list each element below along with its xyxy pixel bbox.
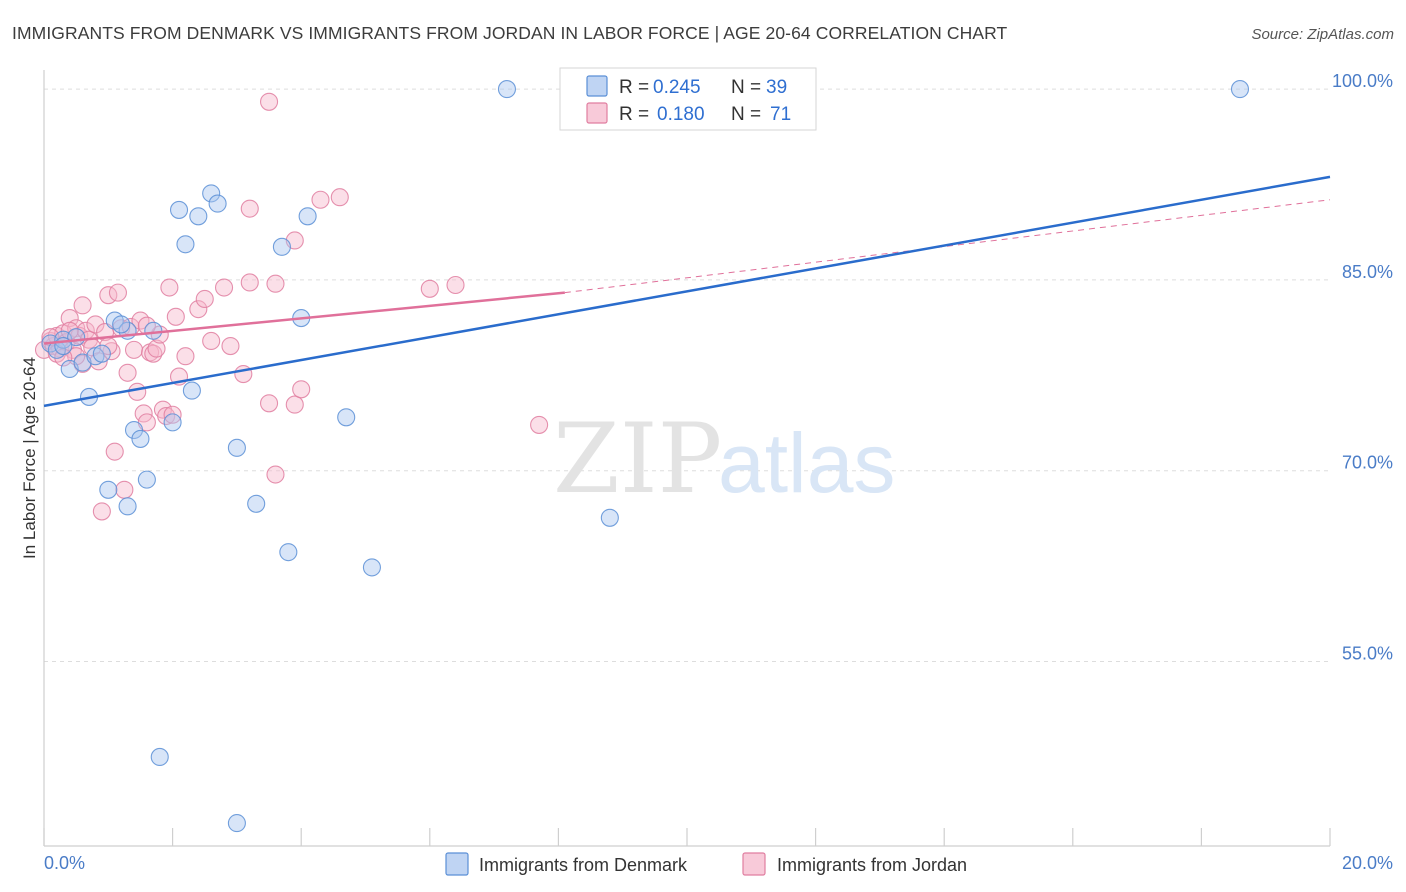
jordan-point (259, 394, 279, 413)
denmark-point (118, 497, 137, 516)
denmark-point (1230, 80, 1250, 99)
jordan-point (530, 415, 549, 434)
jordan-trend-line (43, 291, 565, 345)
series-legend-swatch-jordan (742, 852, 766, 876)
jordan-point (92, 502, 111, 521)
legend-r-value-jordan: 0.180 (657, 104, 705, 125)
legend-r-value-denmark: 0.245 (653, 77, 701, 98)
jordan-point (128, 382, 147, 401)
jordan-point (166, 307, 185, 326)
denmark-point (131, 429, 150, 448)
jordan-point (311, 190, 330, 209)
denmark-point (189, 207, 208, 226)
legend-r-label-jordan: R = (619, 104, 649, 125)
jordan-point (292, 380, 311, 399)
jordan-point (195, 289, 214, 309)
series-legend: Immigrants from Denmark Immigrants from … (445, 852, 967, 876)
denmark-point (227, 814, 246, 833)
x-tick-label-min: 0.0% (44, 853, 85, 873)
denmark-trend-line (43, 175, 1331, 408)
watermark-zip: ZIP (553, 403, 722, 515)
jordan-point (118, 363, 137, 382)
denmark-point (163, 413, 182, 432)
x-axis-ticks (43, 828, 1331, 846)
denmark-point (150, 747, 169, 767)
denmark-point (337, 408, 356, 427)
denmark-point (124, 420, 144, 440)
y-tick-label: 55.0% (1342, 644, 1393, 664)
jordan-point (144, 344, 163, 363)
denmark-point (362, 558, 381, 577)
denmark-point (600, 508, 619, 527)
jordan-point (160, 278, 179, 297)
jordan-point (266, 465, 285, 484)
y-tick-label: 85.0% (1342, 262, 1393, 282)
jordan-point (240, 199, 259, 218)
y-tick-labels: 55.0% 70.0% 85.0% 100.0% (1332, 71, 1393, 663)
denmark-point (208, 194, 227, 213)
series-legend-label-denmark: Immigrants from Denmark (479, 855, 688, 875)
chart-source: Source: ZipAtlas.com (1251, 26, 1394, 43)
jordan-point (330, 188, 349, 207)
denmark-point (137, 470, 156, 489)
legend-swatch-denmark (586, 75, 608, 97)
denmark-point (169, 200, 189, 219)
jordan-point (446, 275, 465, 295)
jordan-point (214, 278, 234, 297)
jordan-point (115, 480, 134, 499)
series-legend-swatch-denmark (445, 852, 469, 876)
jordan-point (105, 442, 124, 461)
denmark-point (279, 543, 298, 562)
jordan-point (86, 315, 105, 334)
denmark-point (144, 321, 163, 340)
jordan-point (285, 395, 304, 414)
jordan-point (163, 405, 182, 424)
denmark-point (272, 237, 291, 256)
legend-n-label-jordan: N = (731, 104, 761, 125)
denmark-point (112, 315, 131, 334)
watermark-atlas: atlas (718, 416, 895, 510)
denmark-point (247, 494, 266, 513)
jordan-points (34, 92, 549, 521)
legend-n-value-jordan: 71 (770, 104, 791, 125)
denmark-point (202, 184, 221, 203)
jordan-point (420, 279, 439, 298)
jordan-point (240, 273, 259, 292)
series-legend-label-jordan: Immigrants from Jordan (777, 855, 967, 875)
denmark-point (176, 235, 195, 254)
denmark-point (92, 344, 111, 363)
jordan-point (189, 300, 208, 319)
denmark-point (227, 438, 246, 457)
jordan-point (73, 296, 92, 315)
denmark-point (298, 207, 317, 226)
legend-n-value-denmark: 39 (766, 77, 787, 98)
jordan-point (202, 331, 221, 351)
jordan-point (108, 283, 127, 302)
jordan-point (60, 309, 79, 328)
jordan-point (147, 339, 166, 358)
denmark-point (497, 80, 517, 99)
legend-n-label-denmark: N = (731, 77, 761, 98)
y-axis-label: In Labor Force | Age 20-64 (20, 357, 39, 559)
jordan-point (124, 340, 144, 359)
watermark: ZIP atlas (553, 403, 895, 515)
jordan-point (221, 337, 240, 356)
y-tick-label: 70.0% (1342, 453, 1393, 473)
denmark-point (99, 480, 118, 499)
jordan-point (176, 347, 195, 366)
chart-title: IMMIGRANTS FROM DENMARK VS IMMIGRANTS FR… (12, 23, 1008, 43)
correlation-legend: R = 0.245 N = 39 R = 0.180 N = 71 (559, 67, 817, 131)
legend-swatch-jordan (586, 102, 608, 124)
jordan-point (259, 92, 279, 111)
denmark-point (182, 381, 201, 400)
y-tick-label: 100.0% (1332, 71, 1393, 91)
x-tick-label-max: 20.0% (1342, 853, 1393, 873)
legend-r-label-denmark: R = (619, 77, 649, 98)
jordan-point (266, 274, 285, 293)
